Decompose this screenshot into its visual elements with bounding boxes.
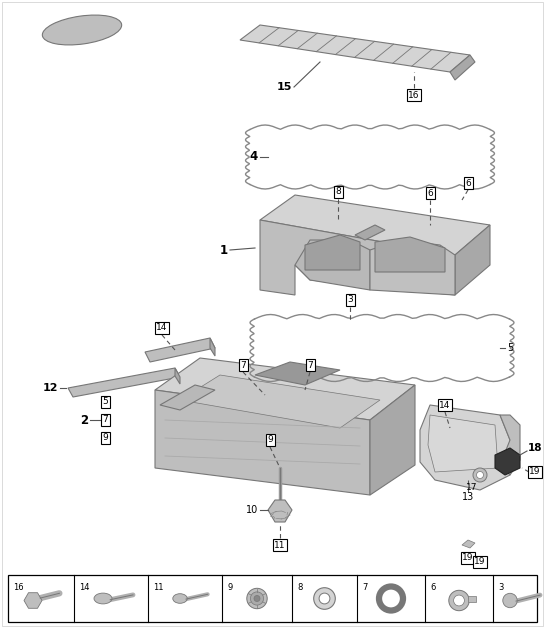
Polygon shape xyxy=(495,448,520,475)
Text: 4: 4 xyxy=(250,151,258,163)
Circle shape xyxy=(254,595,260,602)
Polygon shape xyxy=(355,225,385,240)
Text: 14: 14 xyxy=(156,323,168,332)
Polygon shape xyxy=(455,225,490,295)
Circle shape xyxy=(319,593,330,604)
Text: 14: 14 xyxy=(439,401,451,409)
Text: 19: 19 xyxy=(529,467,541,477)
Bar xyxy=(468,596,476,602)
Polygon shape xyxy=(155,358,415,420)
Circle shape xyxy=(247,588,267,609)
Text: 7: 7 xyxy=(240,360,246,369)
Polygon shape xyxy=(175,368,180,384)
Text: 5: 5 xyxy=(102,398,108,406)
Polygon shape xyxy=(255,362,340,385)
Text: 5: 5 xyxy=(507,343,513,353)
Polygon shape xyxy=(210,338,215,356)
Polygon shape xyxy=(305,235,360,270)
Text: 1: 1 xyxy=(220,244,228,256)
Ellipse shape xyxy=(173,593,187,604)
Circle shape xyxy=(250,592,264,605)
Polygon shape xyxy=(420,405,510,490)
Circle shape xyxy=(473,468,487,482)
Polygon shape xyxy=(180,375,380,428)
Text: 9: 9 xyxy=(267,435,273,445)
Circle shape xyxy=(449,590,469,610)
Text: 3: 3 xyxy=(347,296,353,305)
Text: 7: 7 xyxy=(362,583,367,592)
Polygon shape xyxy=(155,390,370,495)
Text: 16: 16 xyxy=(408,90,420,99)
Text: 19: 19 xyxy=(462,553,474,563)
Text: 16: 16 xyxy=(13,583,23,592)
Text: 11: 11 xyxy=(274,541,286,550)
Polygon shape xyxy=(295,240,370,290)
Circle shape xyxy=(476,472,483,479)
Polygon shape xyxy=(268,500,292,522)
Text: 6: 6 xyxy=(427,188,433,197)
Text: 17: 17 xyxy=(467,482,478,492)
Polygon shape xyxy=(240,25,470,72)
Text: 9: 9 xyxy=(102,433,108,443)
Polygon shape xyxy=(145,338,215,362)
Polygon shape xyxy=(428,415,498,472)
Polygon shape xyxy=(160,385,215,410)
Bar xyxy=(8,575,537,622)
Text: 14: 14 xyxy=(79,583,89,592)
Ellipse shape xyxy=(43,15,122,45)
Text: 7: 7 xyxy=(307,360,313,369)
Circle shape xyxy=(453,595,464,606)
Text: 19: 19 xyxy=(474,558,486,566)
Text: 6: 6 xyxy=(430,583,435,592)
Text: 8: 8 xyxy=(335,188,341,197)
Circle shape xyxy=(314,588,335,609)
Polygon shape xyxy=(450,55,475,80)
Text: 3: 3 xyxy=(498,583,504,592)
Text: 18: 18 xyxy=(528,443,542,453)
Text: 9: 9 xyxy=(227,583,232,592)
Polygon shape xyxy=(375,237,445,272)
Ellipse shape xyxy=(94,593,112,604)
Text: 13: 13 xyxy=(462,492,474,502)
Circle shape xyxy=(503,593,517,608)
Text: 10: 10 xyxy=(246,505,258,515)
Text: 6: 6 xyxy=(465,178,471,188)
Polygon shape xyxy=(260,220,455,295)
Polygon shape xyxy=(370,385,415,495)
Polygon shape xyxy=(68,368,180,397)
Text: 8: 8 xyxy=(297,583,302,592)
Text: 11: 11 xyxy=(153,583,164,592)
Polygon shape xyxy=(462,540,475,548)
Polygon shape xyxy=(260,195,490,255)
Text: 7: 7 xyxy=(102,416,108,425)
Text: 15: 15 xyxy=(277,82,292,92)
Text: 2: 2 xyxy=(80,413,88,426)
Text: 12: 12 xyxy=(43,383,58,393)
Polygon shape xyxy=(500,415,520,475)
Polygon shape xyxy=(370,240,455,295)
